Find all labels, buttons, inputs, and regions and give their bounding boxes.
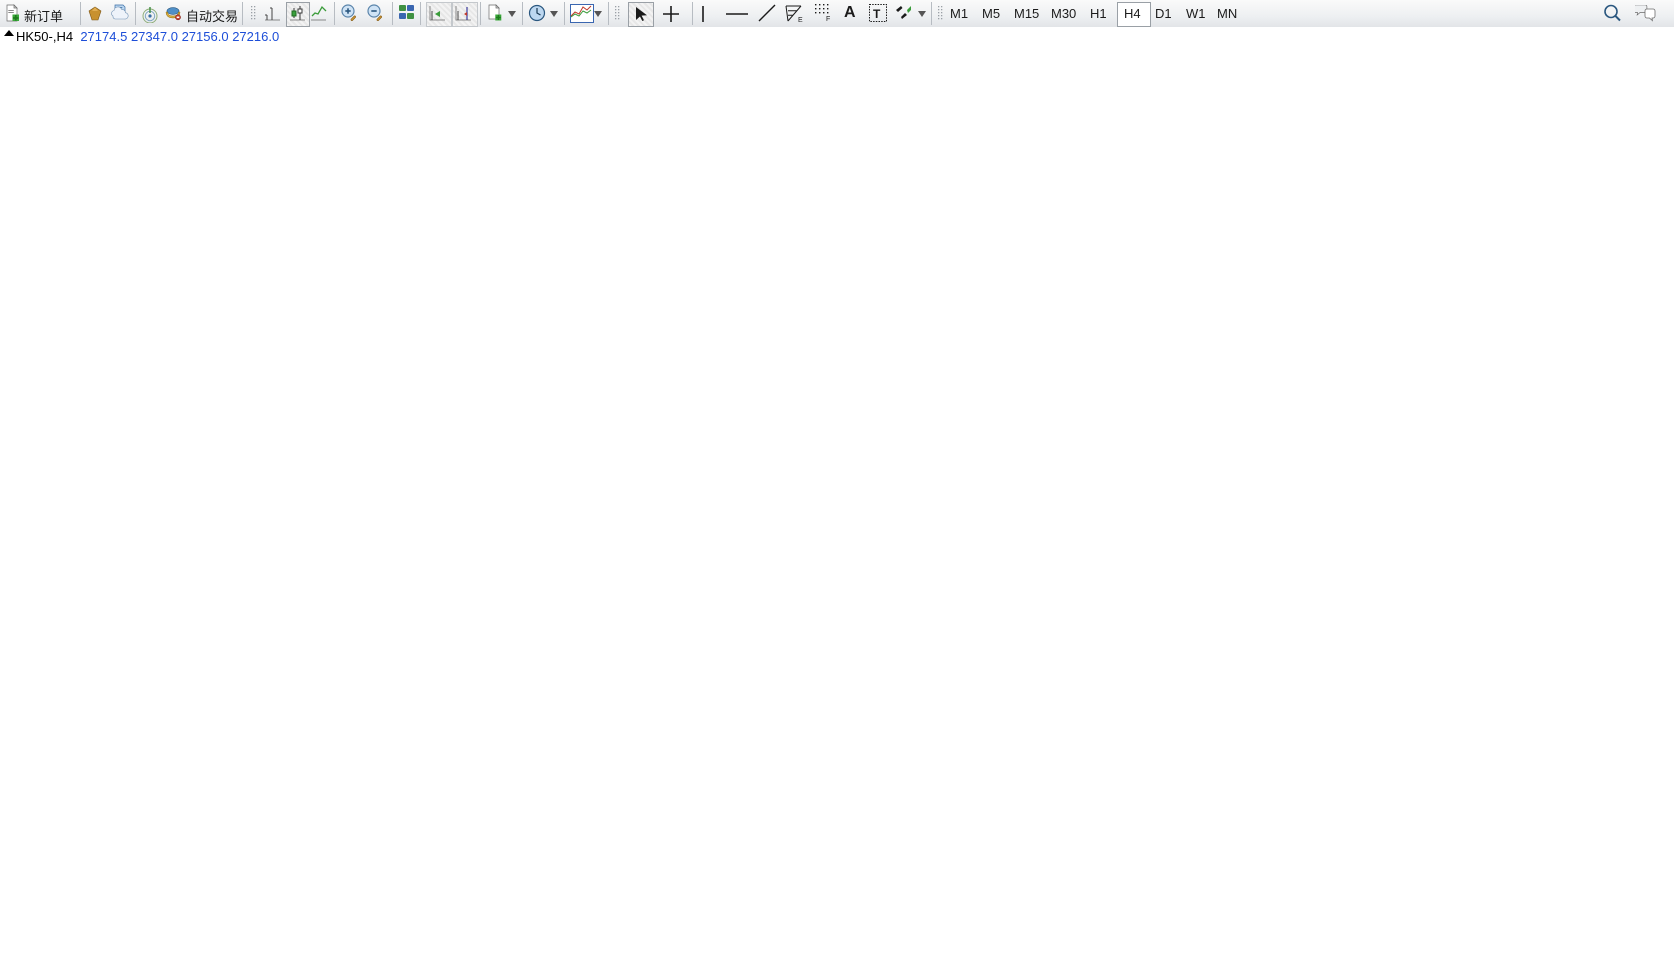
svg-text:E: E xyxy=(798,17,803,23)
svg-text:T: T xyxy=(873,7,881,21)
svg-text:F: F xyxy=(826,16,830,22)
